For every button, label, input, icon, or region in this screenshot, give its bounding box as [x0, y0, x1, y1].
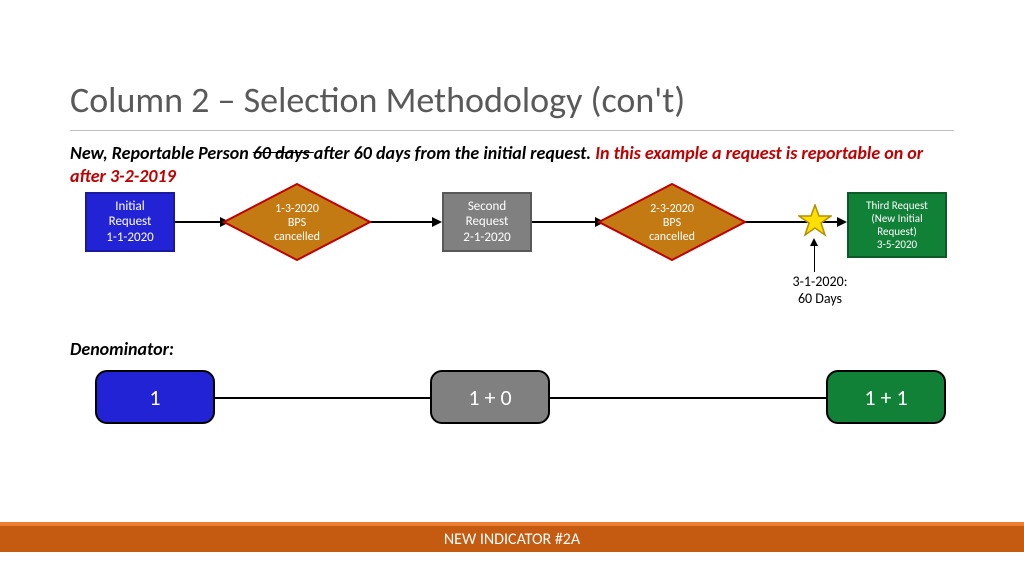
node-text: Third Request: [866, 199, 928, 212]
marker-label: 3-1-2020: 60 Days: [770, 274, 870, 308]
node-second-request: Second Request 2-1-2020: [442, 192, 532, 252]
subtitle-strike: 60 days: [253, 142, 314, 164]
node-text: Second: [468, 199, 506, 215]
arrow-line-3: [532, 221, 595, 223]
node-cancel-2: 2-3-2020 BPS cancelled: [597, 182, 747, 262]
arrow-line-2: [365, 221, 433, 223]
marker-text-l2: 60 Days: [798, 290, 842, 307]
slide: Column 2 – Selection Methodology (con't)…: [0, 0, 1024, 576]
node-text: 2-1-2020: [463, 230, 511, 246]
page-title: Column 2 – Selection Methodology (con't): [70, 78, 685, 122]
diamond-text: cancelled: [274, 230, 320, 244]
marker-text-l1: 3-1-2020:: [793, 273, 848, 290]
subtitle-part2: after 60 days from the initial request.: [314, 142, 595, 164]
node-text: Initial: [115, 199, 145, 215]
marker-line: [814, 244, 815, 272]
star-icon: [798, 204, 832, 238]
arrowhead-4: [837, 217, 847, 227]
arrow-line-1: [175, 221, 220, 223]
arrowhead-2: [432, 217, 442, 227]
diamond-text: BPS: [663, 216, 682, 230]
node-text: 3-5-2020: [877, 238, 917, 251]
subtitle-part1: New, Reportable Person: [70, 142, 253, 164]
denominator-label: Denominator:: [70, 338, 174, 360]
node-third-request: Third Request (New Initial Request) 3-5-…: [847, 192, 947, 258]
diamond-text: 2-3-2020: [650, 202, 694, 216]
node-initial-request: Initial Request 1-1-2020: [85, 192, 175, 252]
node-text: Request: [466, 214, 509, 230]
node-text: (New Initial: [871, 212, 922, 225]
node-text: Request: [109, 214, 152, 230]
footer-banner: NEW INDICATOR #2A: [0, 522, 1024, 552]
node-text: 1-1-2020: [106, 230, 154, 246]
diamond-text: BPS: [288, 216, 307, 230]
denominator-row: 1 1 + 0 1 + 1: [0, 370, 1024, 430]
denom-box-2: 1 + 0: [430, 370, 550, 424]
title-divider: [70, 130, 954, 131]
diamond-text: cancelled: [649, 230, 695, 244]
subtitle: New, Reportable Person 60 days after 60 …: [70, 142, 954, 187]
diamond-text: 1-3-2020: [275, 202, 319, 216]
footer-text: NEW INDICATOR #2A: [444, 530, 580, 549]
node-cancel-1: 1-3-2020 BPS cancelled: [222, 182, 372, 262]
flowchart: Initial Request 1-1-2020 1-3-2020 BPS ca…: [0, 192, 1024, 312]
denom-box-1: 1: [95, 370, 215, 424]
node-text: Request): [877, 225, 916, 238]
denom-box-3: 1 + 1: [826, 370, 946, 424]
